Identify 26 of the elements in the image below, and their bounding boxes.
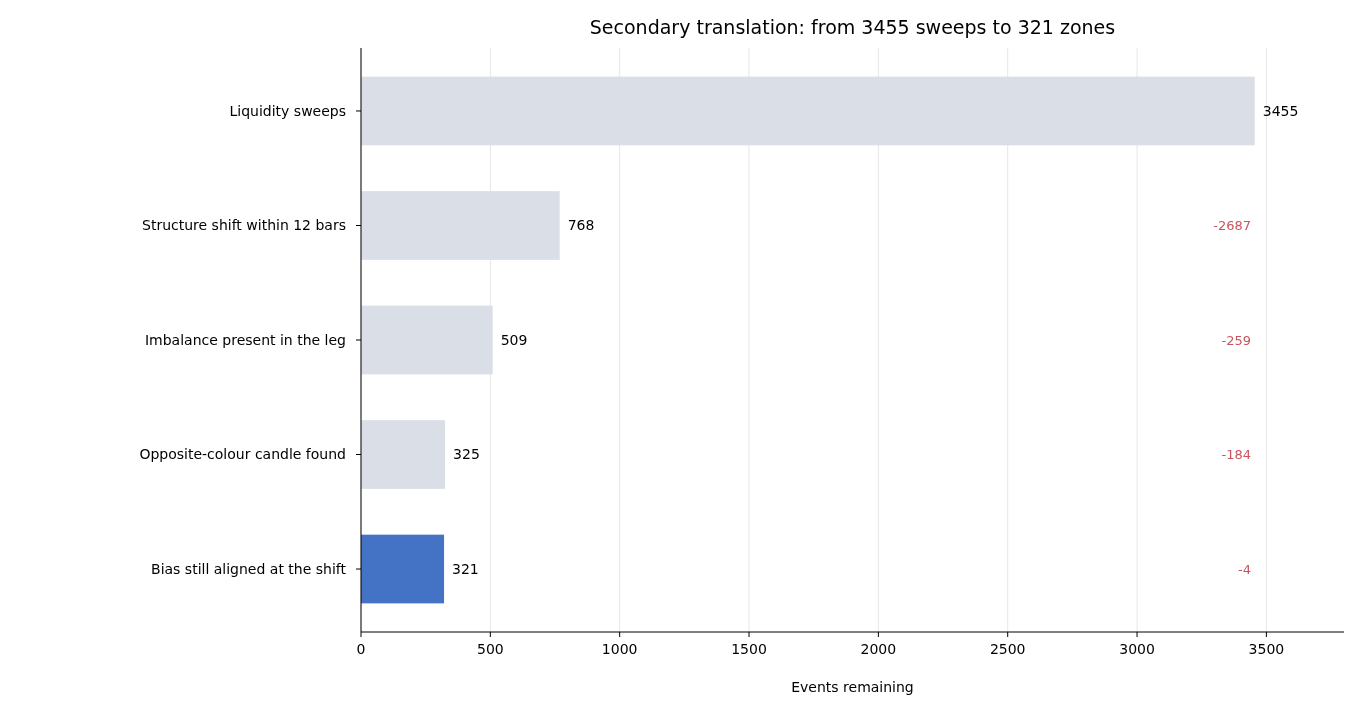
x-tick-label: 500 bbox=[476, 641, 504, 657]
x-tick-label: 3500 bbox=[1248, 641, 1285, 657]
y-tick-label: Opposite-colour candle found bbox=[139, 446, 346, 463]
data-label: 3455 bbox=[1262, 102, 1299, 119]
data-label: 768 bbox=[567, 217, 595, 234]
y-tick-label: Imbalance present in the leg bbox=[144, 331, 346, 348]
annotation: -4 bbox=[1238, 561, 1251, 577]
bar bbox=[361, 420, 446, 489]
x-tick-label: 3000 bbox=[1119, 641, 1155, 657]
data-label: 509 bbox=[500, 331, 528, 348]
y-tick-label: Structure shift within 12 bars bbox=[142, 217, 346, 234]
data-label: 325 bbox=[453, 446, 480, 463]
chart-title: Secondary translation: from 3455 sweeps to 321 zones bbox=[589, 16, 1116, 38]
annotation: -184 bbox=[1221, 447, 1251, 463]
x-tick-label: 1500 bbox=[731, 641, 767, 657]
annotation: -259 bbox=[1221, 332, 1251, 348]
x-tick-label: 2500 bbox=[989, 641, 1026, 657]
y-tick-label: Bias still aligned at the shift bbox=[151, 560, 347, 577]
bar bbox=[361, 534, 445, 604]
x-tick-label: 2000 bbox=[860, 641, 897, 657]
annotation: -2687 bbox=[1213, 218, 1251, 234]
x-axis-title: Events remaining bbox=[791, 679, 914, 695]
y-tick-label: Liquidity sweeps bbox=[229, 102, 346, 119]
x-tick-label: 0 bbox=[356, 641, 366, 657]
data-label: 321 bbox=[452, 560, 479, 577]
x-tick-label: 1000 bbox=[601, 641, 638, 657]
